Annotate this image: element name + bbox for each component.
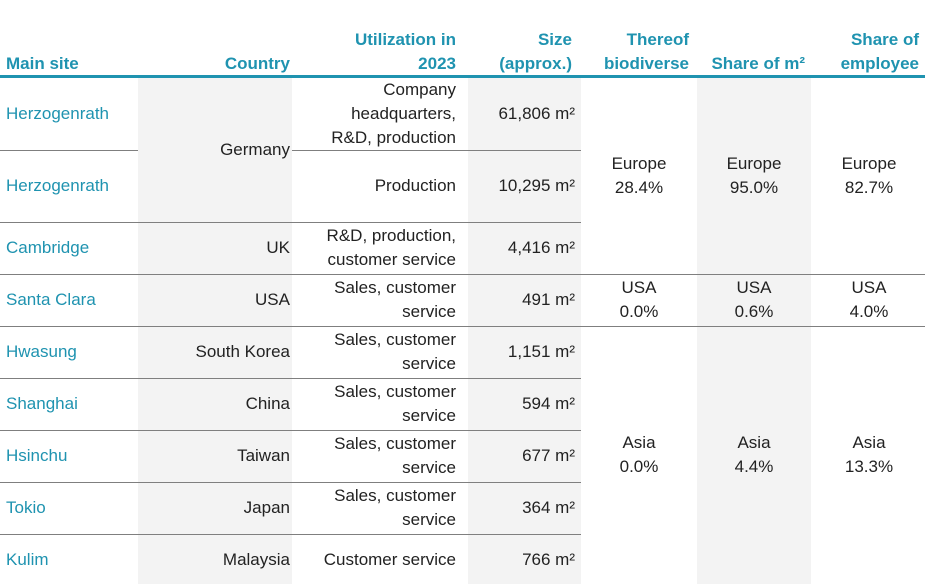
table-row-site: Herzogenrath	[6, 104, 110, 123]
country-cell: USA	[255, 290, 290, 309]
size-cell: 491 m²	[522, 290, 575, 309]
size-cell: 594 m²	[522, 394, 575, 413]
usa-biodiverse-cell: USA 0.0%	[619, 278, 659, 321]
utilization-cell: Production	[374, 176, 456, 195]
asia-share-m2-cell: Asia 4.4%	[734, 433, 774, 476]
header-utilization: Utilization in 2023	[354, 30, 456, 73]
header-country: Country	[224, 54, 290, 73]
share-m2-column-shade	[697, 78, 811, 584]
asia-biodiverse-cell: Asia 0.0%	[619, 433, 659, 476]
size-cell: 766 m²	[522, 550, 575, 569]
size-cell: 1,151 m²	[507, 342, 575, 361]
europe-share-m2-cell: Europe 95.0%	[726, 154, 782, 197]
utilization-cell: Sales, customer service	[334, 486, 456, 529]
utilization-cell: Sales, customer service	[334, 278, 456, 321]
header-share-employee: Share of employee	[840, 30, 919, 73]
utilization-cell: Company headquarters, R&D, production	[331, 80, 456, 147]
header-biodiverse: Thereof biodiverse	[603, 30, 689, 73]
table-row-site: Kulim	[6, 550, 49, 569]
row-divider	[0, 534, 581, 535]
size-cell: 10,295 m²	[498, 176, 575, 195]
header-main-site: Main site	[6, 54, 79, 73]
table-row-site: Shanghai	[6, 394, 78, 413]
utilization-cell: R&D, production, customer service	[326, 226, 456, 269]
row-divider	[0, 222, 581, 223]
size-cell: 4,416 m²	[507, 238, 575, 257]
table-row-site: Hwasung	[6, 342, 77, 361]
country-cell: Japan	[243, 498, 290, 517]
utilization-cell: Sales, customer service	[334, 330, 456, 373]
country-cell: Malaysia	[222, 550, 290, 569]
table-row-site: Herzogenrath	[6, 176, 110, 195]
size-cell: 61,806 m²	[498, 104, 575, 123]
utilization-cell: Customer service	[323, 550, 456, 569]
europe-biodiverse-cell: Europe 28.4%	[611, 154, 667, 197]
usa-share-m2-cell: USA 0.6%	[734, 278, 774, 321]
country-cell: Taiwan	[237, 446, 290, 465]
row-divider	[0, 274, 925, 275]
table-row-site: Santa Clara	[6, 290, 96, 309]
country-cell: China	[245, 394, 290, 413]
table-row-site: Cambridge	[6, 238, 90, 257]
country-column-shade	[138, 78, 292, 584]
header-size: Size (approx.)	[499, 30, 572, 73]
usa-share-employee-cell: USA 4.0%	[849, 278, 889, 321]
country-cell: South Korea	[195, 342, 290, 361]
row-divider	[0, 482, 581, 483]
utilization-cell: Sales, customer service	[334, 382, 456, 425]
row-divider	[0, 430, 581, 431]
asia-share-employee-cell: Asia 13.3%	[844, 433, 894, 476]
row-divider	[0, 150, 138, 151]
country-cell: UK	[266, 238, 290, 257]
size-cell: 364 m²	[522, 498, 575, 517]
header-share-m2: Share of m²	[711, 54, 805, 73]
country-cell-germany: Germany	[220, 140, 290, 159]
row-divider	[0, 378, 581, 379]
size-column-shade	[468, 78, 581, 584]
utilization-cell: Sales, customer service	[334, 434, 456, 477]
table-row-site: Tokio	[6, 498, 46, 517]
size-cell: 677 m²	[522, 446, 575, 465]
row-divider	[292, 150, 581, 151]
table-row-site: Hsinchu	[6, 446, 68, 465]
header-rule	[0, 75, 925, 78]
row-divider	[0, 326, 925, 327]
europe-share-employee-cell: Europe 82.7%	[841, 154, 897, 197]
